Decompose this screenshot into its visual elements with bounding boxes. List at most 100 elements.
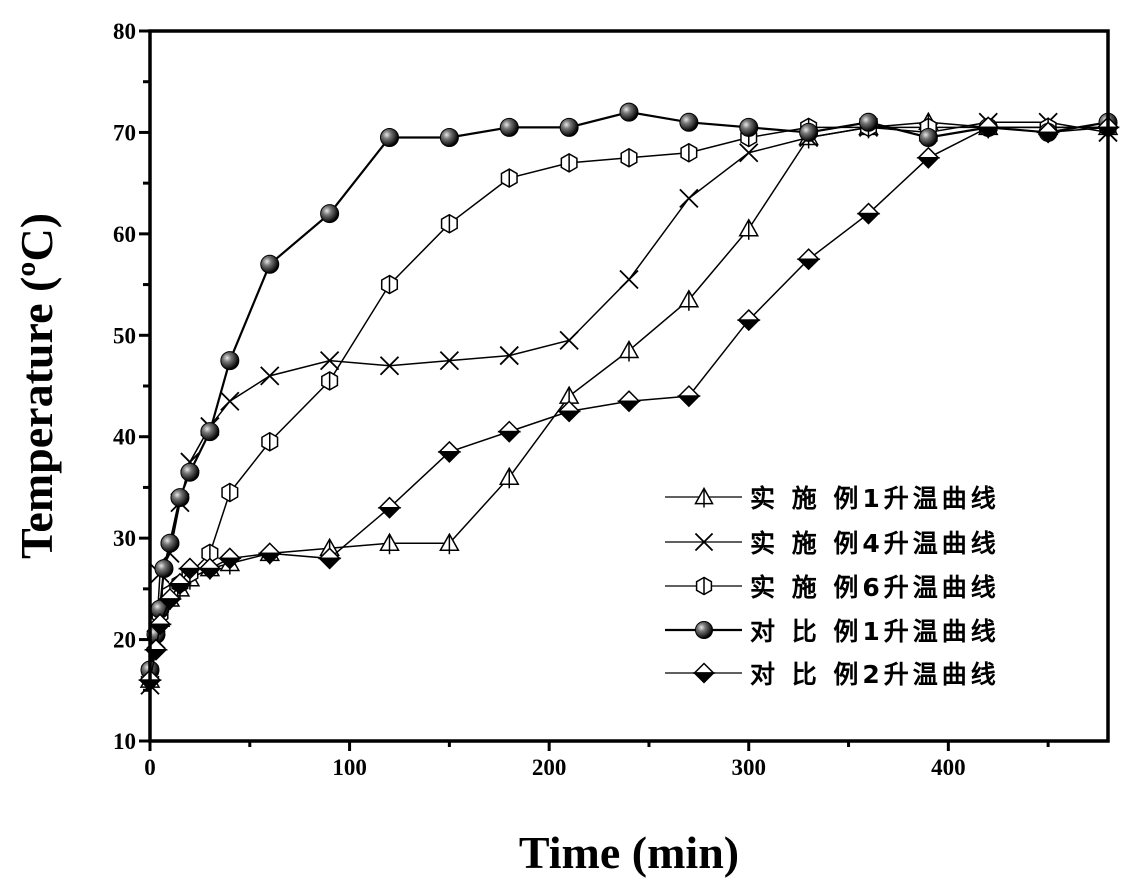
diamond-marker bbox=[317, 547, 342, 570]
hexagon-marker bbox=[620, 147, 638, 168]
y-tick-label: 50 bbox=[113, 323, 136, 348]
sphere-marker bbox=[380, 128, 399, 147]
y-tick-label: 10 bbox=[113, 729, 136, 754]
x-marker bbox=[559, 330, 579, 350]
diamond-top bbox=[178, 557, 202, 570]
hexagon-marker bbox=[500, 168, 518, 188]
sphere-marker bbox=[619, 102, 639, 122]
sphere-marker bbox=[799, 122, 819, 142]
diamond-marker bbox=[158, 587, 182, 611]
triangle-marker bbox=[439, 532, 460, 555]
hexagon-marker bbox=[380, 274, 399, 295]
diamond-marker bbox=[796, 248, 821, 271]
diamond-bottom bbox=[796, 258, 821, 271]
series-layer bbox=[138, 102, 1120, 695]
x-shape bbox=[694, 532, 714, 552]
sphere-marker bbox=[170, 488, 190, 508]
diamond-bottom bbox=[148, 623, 172, 636]
y-tick-label: 20 bbox=[113, 628, 136, 653]
diamond-bottom bbox=[1036, 131, 1060, 144]
sphere-shape bbox=[200, 422, 220, 442]
x-shape bbox=[499, 345, 519, 366]
x-marker bbox=[619, 269, 639, 290]
sphere-shape bbox=[154, 559, 174, 579]
legend-label: 对 比 例2升温曲线 bbox=[750, 660, 1000, 689]
hexagon-marker bbox=[321, 371, 339, 391]
sphere-shape bbox=[799, 122, 819, 142]
diamond-bottom bbox=[976, 126, 1001, 139]
diamond-marker bbox=[178, 557, 202, 580]
legend-label: 实 施 例1升温曲线 bbox=[750, 484, 1000, 513]
axis-ticks: 10 20 30 40 50 60 70 80 0 100 200 300 400 bbox=[113, 19, 1050, 780]
triangle-marker bbox=[498, 466, 520, 489]
x-marker bbox=[319, 351, 340, 371]
y-axis-title: Temperature (ºC) bbox=[11, 213, 62, 559]
sphere-shape bbox=[859, 112, 878, 132]
diamond-bottom bbox=[557, 410, 581, 423]
diamond-marker bbox=[692, 662, 716, 684]
sphere-marker bbox=[739, 117, 759, 137]
sphere-marker bbox=[694, 620, 714, 640]
diamond-bottom bbox=[617, 400, 641, 413]
sphere-shape bbox=[160, 533, 180, 553]
diamond-bottom bbox=[856, 212, 881, 225]
diamond-bottom bbox=[437, 451, 462, 463]
triangle-marker bbox=[694, 486, 714, 508]
diamond-bottom bbox=[317, 557, 342, 570]
diamond-bottom bbox=[168, 583, 192, 595]
sphere-marker bbox=[559, 117, 579, 137]
x-shape bbox=[260, 366, 280, 386]
legend-item: 对 比 例1升温曲线 bbox=[665, 617, 996, 646]
sphere-marker bbox=[260, 254, 280, 274]
x-marker bbox=[260, 366, 280, 386]
diamond-bottom bbox=[377, 506, 402, 519]
diamond-marker bbox=[377, 496, 402, 519]
legend-label: 实 施 例4升温曲线 bbox=[750, 529, 1000, 558]
diamond-top bbox=[856, 202, 881, 215]
diamond-bottom bbox=[198, 567, 222, 580]
diamond-marker bbox=[168, 572, 192, 595]
diamond-bottom bbox=[736, 319, 761, 332]
diamond-marker bbox=[856, 202, 881, 225]
x-marker bbox=[379, 356, 400, 376]
sphere-marker bbox=[200, 422, 220, 442]
sphere-marker bbox=[154, 559, 174, 579]
x-marker bbox=[694, 532, 714, 552]
hexagon-marker bbox=[221, 482, 239, 503]
diamond-bottom bbox=[497, 430, 522, 443]
legend-label: 实 施 例6升温曲线 bbox=[750, 573, 1000, 602]
sphere-shape bbox=[180, 462, 200, 482]
diamond-marker bbox=[736, 309, 761, 332]
sphere-marker bbox=[679, 112, 699, 132]
diamond-marker bbox=[218, 547, 242, 570]
sphere-shape bbox=[619, 102, 639, 122]
sphere-shape bbox=[559, 117, 579, 137]
diamond-bottom bbox=[677, 395, 701, 408]
x-axis-title: Time (min) bbox=[519, 827, 739, 878]
sphere-marker bbox=[499, 117, 519, 137]
diamond-bottom bbox=[692, 672, 716, 684]
sphere-shape bbox=[439, 128, 459, 147]
x-marker bbox=[739, 143, 759, 163]
diamond-marker bbox=[198, 557, 222, 580]
triangle-marker bbox=[618, 339, 640, 362]
diamond-bottom bbox=[257, 552, 282, 565]
diamond-top bbox=[916, 146, 941, 159]
diamond-bottom bbox=[916, 157, 941, 169]
x-shape bbox=[559, 330, 579, 350]
legend-item: 实 施 例4升温曲线 bbox=[665, 529, 1000, 558]
diamond-marker bbox=[148, 613, 172, 636]
diamond-top bbox=[497, 420, 522, 433]
sphere-shape bbox=[679, 112, 699, 132]
diamond-bottom bbox=[218, 557, 242, 570]
diamond-marker bbox=[257, 542, 282, 565]
diamond-top bbox=[377, 496, 402, 509]
diamond-top bbox=[736, 309, 761, 321]
legend-item: 实 施 例1升温曲线 bbox=[665, 484, 1000, 513]
x-shape bbox=[319, 351, 340, 371]
diamond-bottom bbox=[178, 567, 202, 580]
diamond-marker bbox=[976, 116, 1001, 139]
x-shape bbox=[619, 269, 639, 290]
sphere-shape bbox=[170, 488, 190, 508]
